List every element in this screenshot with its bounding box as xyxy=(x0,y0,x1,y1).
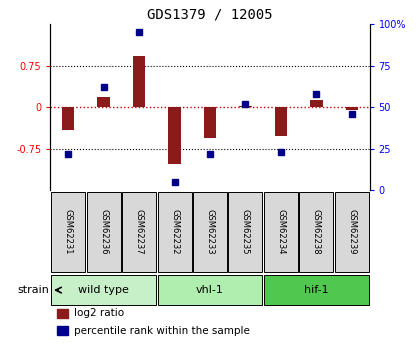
Text: GSM62234: GSM62234 xyxy=(276,209,286,255)
Text: GSM62233: GSM62233 xyxy=(205,209,215,255)
Text: GSM62235: GSM62235 xyxy=(241,209,250,255)
Bar xyxy=(57,326,68,335)
Bar xyxy=(133,56,145,107)
Bar xyxy=(310,100,323,107)
FancyBboxPatch shape xyxy=(228,192,262,272)
Text: GSM62236: GSM62236 xyxy=(99,209,108,255)
Title: GDS1379 / 12005: GDS1379 / 12005 xyxy=(147,8,273,22)
Bar xyxy=(97,97,110,107)
FancyBboxPatch shape xyxy=(193,192,227,272)
FancyBboxPatch shape xyxy=(264,275,369,305)
Text: percentile rank within the sample: percentile rank within the sample xyxy=(74,326,250,336)
Text: wild type: wild type xyxy=(78,285,129,295)
FancyBboxPatch shape xyxy=(335,192,369,272)
FancyBboxPatch shape xyxy=(264,192,298,272)
Text: GSM62238: GSM62238 xyxy=(312,209,321,255)
Bar xyxy=(346,107,358,110)
Text: hif-1: hif-1 xyxy=(304,285,329,295)
FancyBboxPatch shape xyxy=(51,192,85,272)
Text: GSM62232: GSM62232 xyxy=(170,209,179,255)
Text: GSM62231: GSM62231 xyxy=(64,209,73,255)
Bar xyxy=(62,107,74,130)
FancyBboxPatch shape xyxy=(158,275,262,305)
Bar xyxy=(168,107,181,164)
Text: GSM62239: GSM62239 xyxy=(347,209,356,255)
Text: GSM62237: GSM62237 xyxy=(134,209,144,255)
FancyBboxPatch shape xyxy=(122,192,156,272)
Bar xyxy=(275,107,287,136)
Bar xyxy=(239,106,252,107)
FancyBboxPatch shape xyxy=(158,192,192,272)
Bar xyxy=(57,309,68,317)
Text: vhl-1: vhl-1 xyxy=(196,285,224,295)
Text: strain: strain xyxy=(18,285,50,295)
Text: log2 ratio: log2 ratio xyxy=(74,308,124,318)
Bar xyxy=(204,107,216,138)
FancyBboxPatch shape xyxy=(51,275,156,305)
FancyBboxPatch shape xyxy=(299,192,333,272)
FancyBboxPatch shape xyxy=(87,192,121,272)
